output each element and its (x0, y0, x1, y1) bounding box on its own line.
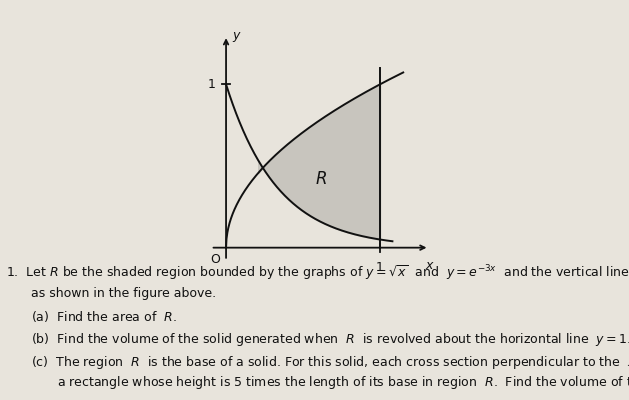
Text: 1.  Let $R$ be the shaded region bounded by the graphs of $y = \sqrt{x}$  and  $: 1. Let $R$ be the shaded region bounded … (6, 264, 629, 283)
Text: (c)  The region  $R$  is the base of a solid. For this solid, each cross section: (c) The region $R$ is the base of a soli… (31, 354, 629, 371)
Text: 1: 1 (208, 78, 215, 91)
Text: a rectangle whose height is 5 times the length of its base in region  $R$.  Find: a rectangle whose height is 5 times the … (57, 374, 629, 391)
Text: 1: 1 (376, 261, 384, 274)
Text: (a)  Find the area of  $R$.: (a) Find the area of $R$. (31, 309, 177, 324)
Text: y: y (232, 29, 240, 42)
Text: O: O (210, 252, 220, 266)
Text: R: R (316, 170, 327, 188)
Text: as shown in the figure above.: as shown in the figure above. (31, 287, 216, 300)
Text: (b)  Find the volume of the solid generated when  $R$  is revolved about the hor: (b) Find the volume of the solid generat… (31, 331, 629, 348)
Text: x: x (426, 259, 433, 272)
